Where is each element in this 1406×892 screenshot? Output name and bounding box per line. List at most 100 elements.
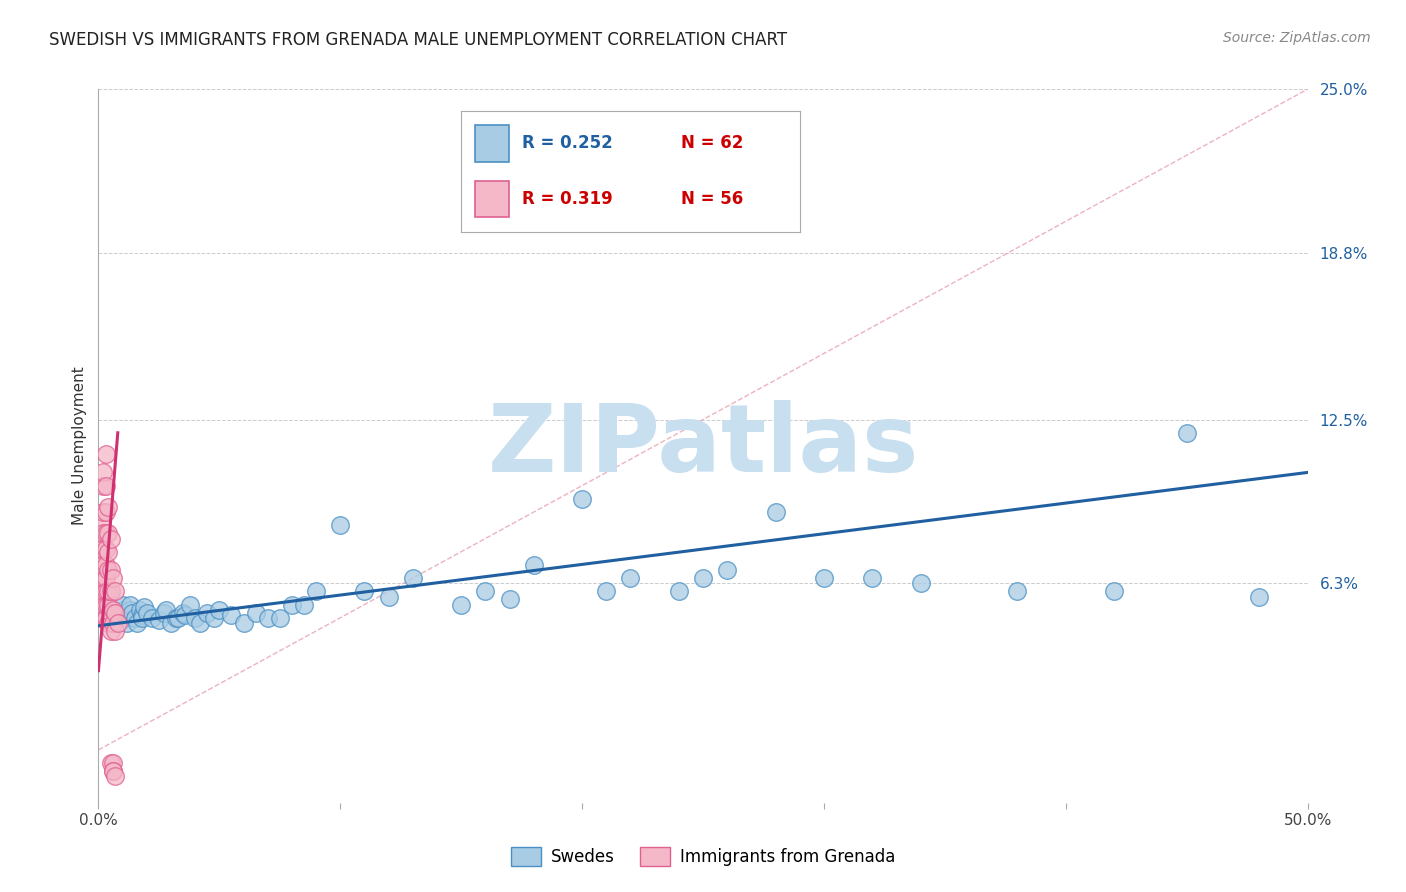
Point bbox=[90, 558, 112, 572]
Point bbox=[131, 611, 153, 625]
Point bbox=[90, 598, 112, 612]
Point bbox=[101, 756, 124, 771]
Point bbox=[104, 606, 127, 620]
Point bbox=[114, 611, 136, 625]
Point bbox=[118, 598, 141, 612]
Point bbox=[91, 571, 114, 585]
Point bbox=[94, 598, 117, 612]
Point bbox=[118, 603, 141, 617]
Point bbox=[90, 549, 112, 564]
Point bbox=[97, 526, 120, 541]
Point bbox=[104, 624, 127, 638]
Point bbox=[124, 611, 146, 625]
Point bbox=[90, 592, 112, 607]
Point bbox=[90, 606, 112, 620]
Point bbox=[100, 563, 122, 577]
Point bbox=[90, 516, 112, 530]
Point bbox=[571, 491, 593, 506]
Point bbox=[668, 584, 690, 599]
Point bbox=[765, 505, 787, 519]
Point bbox=[90, 611, 112, 625]
Legend: Swedes, Immigrants from Grenada: Swedes, Immigrants from Grenada bbox=[505, 840, 901, 873]
Point bbox=[90, 568, 112, 582]
Point bbox=[329, 518, 352, 533]
Point bbox=[1249, 590, 1271, 604]
Point bbox=[101, 764, 124, 778]
Point bbox=[91, 478, 114, 492]
Point bbox=[256, 611, 278, 625]
Point bbox=[474, 584, 496, 599]
Point bbox=[377, 590, 399, 604]
Point bbox=[450, 598, 472, 612]
Point bbox=[97, 545, 120, 559]
Point bbox=[523, 558, 546, 572]
Point bbox=[97, 598, 120, 612]
Point bbox=[204, 611, 226, 625]
Point bbox=[165, 611, 187, 625]
Point bbox=[94, 611, 117, 625]
Point bbox=[121, 606, 143, 620]
Point bbox=[91, 505, 114, 519]
Point bbox=[184, 611, 207, 625]
Point bbox=[179, 598, 201, 612]
Point bbox=[134, 600, 156, 615]
Point bbox=[245, 606, 267, 620]
Point bbox=[90, 532, 112, 546]
Point bbox=[1175, 425, 1198, 440]
Point bbox=[97, 500, 120, 514]
Point bbox=[155, 603, 177, 617]
Point bbox=[135, 606, 157, 620]
Point bbox=[94, 447, 117, 461]
Point bbox=[100, 584, 122, 599]
Point bbox=[910, 576, 932, 591]
Point bbox=[813, 571, 835, 585]
Text: SWEDISH VS IMMIGRANTS FROM GRENADA MALE UNEMPLOYMENT CORRELATION CHART: SWEDISH VS IMMIGRANTS FROM GRENADA MALE … bbox=[49, 31, 787, 49]
Point bbox=[595, 584, 617, 599]
Point bbox=[292, 598, 315, 612]
Point bbox=[232, 616, 254, 631]
Point bbox=[90, 540, 112, 554]
Point bbox=[131, 608, 153, 623]
Point bbox=[716, 563, 738, 577]
Point bbox=[91, 542, 114, 557]
Point bbox=[101, 764, 124, 778]
Point bbox=[111, 603, 134, 617]
Point bbox=[94, 526, 117, 541]
Point bbox=[100, 606, 122, 620]
Point bbox=[97, 563, 120, 577]
Point bbox=[107, 611, 129, 625]
Point bbox=[94, 505, 117, 519]
Point bbox=[104, 769, 127, 783]
Point bbox=[90, 584, 112, 599]
Point bbox=[94, 478, 117, 492]
Text: Source: ZipAtlas.com: Source: ZipAtlas.com bbox=[1223, 31, 1371, 45]
Point bbox=[100, 624, 122, 638]
Point bbox=[172, 606, 194, 620]
Point bbox=[91, 526, 114, 541]
Point bbox=[692, 571, 714, 585]
Point bbox=[91, 466, 114, 480]
Point bbox=[281, 598, 304, 612]
Point bbox=[91, 611, 114, 625]
Point bbox=[148, 614, 170, 628]
Point bbox=[188, 616, 211, 631]
Point bbox=[111, 598, 134, 612]
Point bbox=[208, 603, 231, 617]
Point bbox=[101, 616, 124, 631]
Point bbox=[100, 756, 122, 771]
Text: ZIPatlas: ZIPatlas bbox=[488, 400, 918, 492]
Point bbox=[167, 611, 190, 625]
Point bbox=[94, 558, 117, 572]
Point bbox=[90, 576, 112, 591]
Point bbox=[100, 616, 122, 631]
Point bbox=[619, 571, 641, 585]
Point bbox=[221, 608, 243, 623]
Point bbox=[498, 592, 520, 607]
Point bbox=[141, 611, 163, 625]
Point bbox=[353, 584, 375, 599]
Point bbox=[128, 603, 150, 617]
Point bbox=[91, 584, 114, 599]
Point bbox=[860, 571, 883, 585]
Point bbox=[1102, 584, 1125, 599]
Point bbox=[101, 603, 124, 617]
